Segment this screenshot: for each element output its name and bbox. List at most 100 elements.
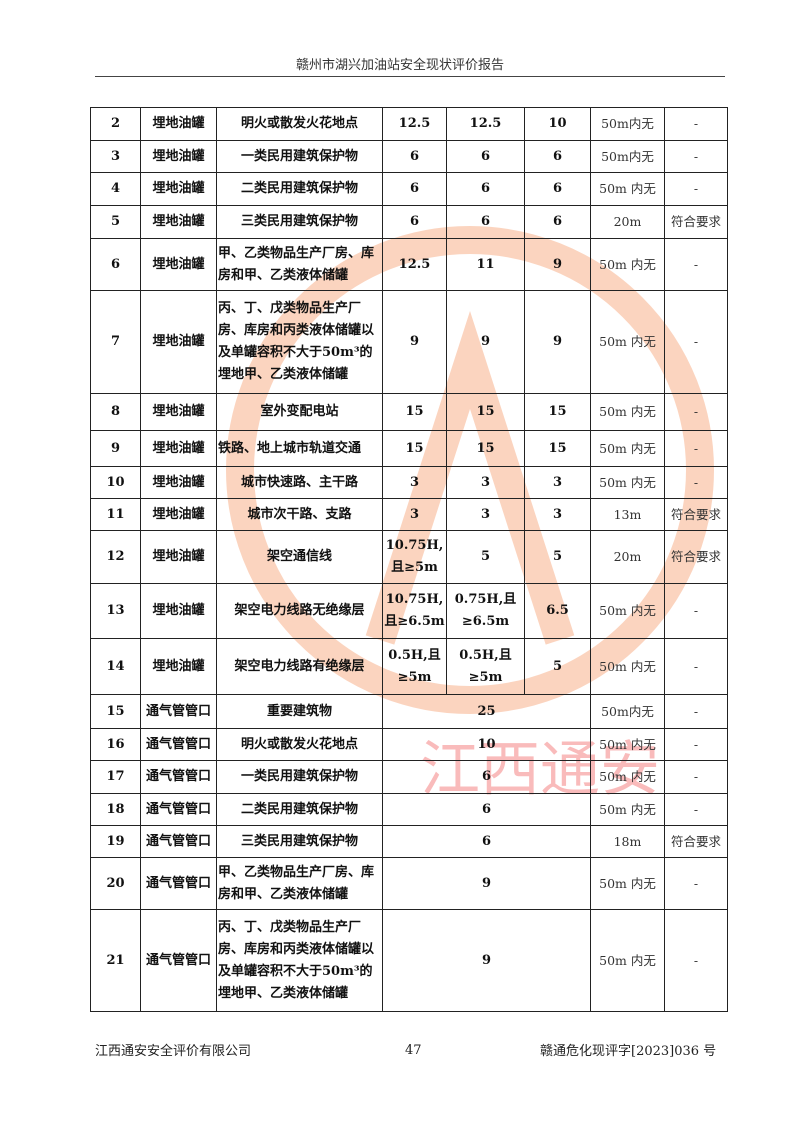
cell-distance-class2: 3 bbox=[446, 498, 525, 531]
cell-object: 丙、丁、戊类物品生产厂房、库房和丙类液体储罐以及单罐容积不大于50m³的埋地甲、… bbox=[216, 909, 383, 1012]
cell-distance-class3: 15 bbox=[524, 393, 591, 431]
table-row: 18 通气管管口 二类民用建筑保护物 6 50m 内无 - bbox=[90, 793, 728, 826]
cell-row-number: 2 bbox=[90, 107, 141, 141]
cell-row-number: 9 bbox=[90, 430, 141, 467]
cell-distance-class1: 12.5 bbox=[382, 238, 447, 291]
cell-actual-distance: 50m 内无 bbox=[590, 393, 665, 431]
cell-distance-class2: 9 bbox=[446, 290, 525, 394]
cell-distance-class2: 6 bbox=[446, 140, 525, 173]
cell-conclusion: - bbox=[664, 760, 728, 794]
table-row: 3 埋地油罐 一类民用建筑保护物 6 6 6 50m内无 - bbox=[90, 140, 728, 173]
cell-required-distance: 25 bbox=[382, 694, 591, 729]
cell-facility: 埋地油罐 bbox=[140, 393, 217, 431]
cell-actual-distance: 50m 内无 bbox=[590, 793, 665, 826]
table-row: 17 通气管管口 一类民用建筑保护物 6 50m 内无 - bbox=[90, 760, 728, 794]
cell-row-number: 4 bbox=[90, 172, 141, 206]
cell-actual-distance: 50m 内无 bbox=[590, 583, 665, 639]
cell-distance-class2: 15 bbox=[446, 393, 525, 431]
cell-conclusion: - bbox=[664, 466, 728, 499]
cell-distance-class1: 15 bbox=[382, 393, 447, 431]
cell-facility: 通气管管口 bbox=[140, 793, 217, 826]
cell-distance-class2: 15 bbox=[446, 430, 525, 467]
cell-facility: 埋地油罐 bbox=[140, 498, 217, 531]
cell-facility: 埋地油罐 bbox=[140, 140, 217, 173]
cell-facility: 通气管管口 bbox=[140, 728, 217, 761]
cell-object: 架空通信线 bbox=[216, 530, 383, 584]
table-row: 12 埋地油罐 架空通信线 10.75H,且≥5m 5 5 20m 符合要求 bbox=[90, 530, 728, 584]
cell-conclusion: - bbox=[664, 107, 728, 141]
cell-conclusion: - bbox=[664, 430, 728, 467]
cell-required-distance: 9 bbox=[382, 909, 591, 1012]
cell-object: 甲、乙类物品生产厂房、库房和甲、乙类液体储罐 bbox=[216, 857, 383, 910]
cell-distance-class3: 3 bbox=[524, 498, 591, 531]
cell-distance-class1: 12.5 bbox=[382, 107, 447, 141]
cell-distance-class1: 9 bbox=[382, 290, 447, 394]
cell-conclusion: - bbox=[664, 290, 728, 394]
cell-conclusion: - bbox=[664, 172, 728, 206]
table-row: 13 埋地油罐 架空电力线路无绝缘层 10.75H,且≥6.5m 0.75H,且≥6.5… bbox=[90, 583, 728, 639]
cell-required-distance: 9 bbox=[382, 857, 591, 910]
cell-required-distance: 10 bbox=[382, 728, 591, 761]
cell-conclusion: - bbox=[664, 393, 728, 431]
cell-actual-distance: 50m 内无 bbox=[590, 857, 665, 910]
cell-distance-class3: 6 bbox=[524, 172, 591, 206]
cell-facility: 通气管管口 bbox=[140, 694, 217, 729]
cell-row-number: 10 bbox=[90, 466, 141, 499]
cell-facility: 埋地油罐 bbox=[140, 172, 217, 206]
cell-row-number: 21 bbox=[90, 909, 141, 1012]
cell-row-number: 12 bbox=[90, 530, 141, 584]
cell-facility: 通气管管口 bbox=[140, 760, 217, 794]
cell-facility: 埋地油罐 bbox=[140, 530, 217, 584]
cell-row-number: 8 bbox=[90, 393, 141, 431]
cell-actual-distance: 50m内无 bbox=[590, 694, 665, 729]
cell-required-distance: 6 bbox=[382, 760, 591, 794]
table-row: 14 埋地油罐 架空电力线路有绝缘层 0.5H,且≥5m 0.5H,且≥5m 5 50m 内… bbox=[90, 638, 728, 695]
cell-distance-class2: 0.5H,且≥5m bbox=[446, 638, 525, 695]
cell-conclusion: - bbox=[664, 728, 728, 761]
cell-actual-distance: 13m bbox=[590, 498, 665, 531]
footer-company: 江西通安安全评价有限公司 bbox=[95, 1044, 252, 1059]
cell-distance-class3: 6 bbox=[524, 140, 591, 173]
page-header-title: 赣州市湖兴加油站安全现状评价报告 bbox=[295, 58, 504, 73]
cell-actual-distance: 18m bbox=[590, 825, 665, 858]
cell-row-number: 15 bbox=[90, 694, 141, 729]
table-row: 8 埋地油罐 室外变配电站 15 15 15 50m 内无 - bbox=[90, 393, 728, 431]
cell-distance-class3: 5 bbox=[524, 530, 591, 584]
cell-row-number: 20 bbox=[90, 857, 141, 910]
cell-object: 一类民用建筑保护物 bbox=[216, 140, 383, 173]
cell-facility: 埋地油罐 bbox=[140, 238, 217, 291]
cell-actual-distance: 50m内无 bbox=[590, 140, 665, 173]
footer-document-number: 赣通危化现评字[2023]036 号 bbox=[540, 1044, 717, 1059]
cell-facility: 埋地油罐 bbox=[140, 638, 217, 695]
cell-distance-class1: 0.5H,且≥5m bbox=[382, 638, 447, 695]
table-row: 5 埋地油罐 三类民用建筑保护物 6 6 6 20m 符合要求 bbox=[90, 205, 728, 239]
table-row: 21 通气管管口 丙、丁、戊类物品生产厂房、库房和丙类液体储罐以及单罐容积不大于50… bbox=[90, 909, 728, 1012]
cell-facility: 埋地油罐 bbox=[140, 583, 217, 639]
table-row: 7 埋地油罐 丙、丁、戊类物品生产厂房、库房和丙类液体储罐以及单罐容积不大于50m³… bbox=[90, 290, 728, 394]
cell-conclusion: - bbox=[664, 583, 728, 639]
cell-distance-class2: 6 bbox=[446, 172, 525, 206]
cell-distance-class3: 9 bbox=[524, 238, 591, 291]
cell-conclusion: 符合要求 bbox=[664, 530, 728, 584]
cell-distance-class2: 5 bbox=[446, 530, 525, 584]
cell-row-number: 5 bbox=[90, 205, 141, 239]
table-row: 6 埋地油罐 甲、乙类物品生产厂房、库房和甲、乙类液体储罐 12.5 11 9 50m 内无… bbox=[90, 238, 728, 291]
cell-conclusion: - bbox=[664, 857, 728, 910]
cell-distance-class3: 10 bbox=[524, 107, 591, 141]
cell-actual-distance: 50m 内无 bbox=[590, 466, 665, 499]
table-row: 9 埋地油罐 铁路、地上城市轨道交通 15 15 15 50m 内无 - bbox=[90, 430, 728, 467]
cell-row-number: 7 bbox=[90, 290, 141, 394]
cell-distance-class3: 6.5 bbox=[524, 583, 591, 639]
cell-object: 城市次干路、支路 bbox=[216, 498, 383, 531]
cell-distance-class1: 6 bbox=[382, 172, 447, 206]
cell-actual-distance: 50m 内无 bbox=[590, 430, 665, 467]
cell-conclusion: - bbox=[664, 238, 728, 291]
cell-object: 三类民用建筑保护物 bbox=[216, 205, 383, 239]
cell-conclusion: - bbox=[664, 140, 728, 173]
cell-distance-class1: 10.75H,且≥6.5m bbox=[382, 583, 447, 639]
cell-distance-class2: 12.5 bbox=[446, 107, 525, 141]
cell-actual-distance: 50m 内无 bbox=[590, 638, 665, 695]
header-divider bbox=[95, 76, 725, 77]
cell-conclusion: - bbox=[664, 909, 728, 1012]
